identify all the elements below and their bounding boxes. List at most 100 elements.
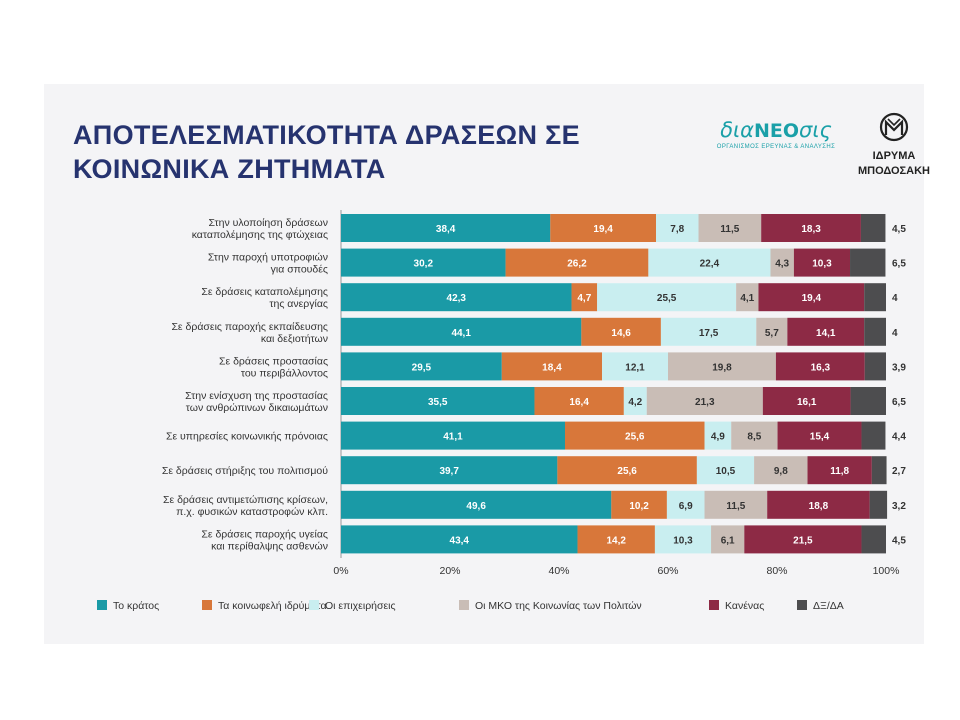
data-label: 11,8 <box>830 466 849 477</box>
bar-segment <box>698 214 762 242</box>
bar-segment <box>871 456 887 485</box>
data-label: 6,1 <box>721 535 735 546</box>
category-label-line: Σε δράσεις καταπολέμησης <box>201 286 328 298</box>
category-label-line: Σε δράσεις αντιμετώπισης κρίσεων, <box>163 494 328 506</box>
data-label: 2,7 <box>892 466 906 477</box>
bar-segment <box>534 387 624 415</box>
bar-segment <box>602 352 668 381</box>
data-label: 4 <box>892 293 898 304</box>
data-label: 4,4 <box>892 432 906 443</box>
bar-segment <box>793 248 851 277</box>
data-label: 6,9 <box>679 501 693 512</box>
bar-segment <box>341 248 506 277</box>
category-label-line: Σε δράσεις παροχής εκπαίδευσης <box>171 321 328 333</box>
data-label: 18,3 <box>801 224 821 235</box>
x-tick-label: 80% <box>766 565 787 577</box>
x-tick-label: 60% <box>657 565 678 577</box>
category-label: Σε δράσεις αντιμετώπισης κρίσεων, π.χ. φυ… <box>163 494 328 518</box>
data-label: 21,3 <box>695 397 715 408</box>
category-label: Σε δράσεις προστασίας του περιβάλλοντος <box>219 355 328 379</box>
data-label: 10,5 <box>716 466 736 477</box>
bar-segment <box>341 421 565 450</box>
bar-segment <box>736 283 759 312</box>
bar-segment <box>557 456 697 485</box>
bar-segment <box>623 387 647 415</box>
category-label: Σε δράσεις παροχής υγείας και περίθαλψης … <box>201 528 328 552</box>
category-label: Σε υπηρεσίες κοινωνικής πρόνοιας <box>166 431 328 443</box>
bar-segment <box>505 248 649 277</box>
bar-segment <box>646 387 763 415</box>
data-label: 10,3 <box>812 259 832 270</box>
title-line-1: ΑΠΟΤΕΛΕΣΜΑΤΙΚΟΤΗΤΑ ΔΡΑΣΕΩΝ ΣΕ <box>73 120 580 150</box>
bar-segment <box>341 387 535 415</box>
data-label: 14,2 <box>606 535 626 546</box>
bodossaki-foundation-logo: ΙΔΡΥΜΑ ΜΠΟΔΟΣΑΚΗ <box>852 112 936 177</box>
bar-segment <box>501 352 603 381</box>
data-label: 19,4 <box>593 224 613 235</box>
data-label: 19,4 <box>802 293 822 304</box>
data-label: 18,4 <box>542 362 562 373</box>
dianeosis-subtitle: ΟΡΓΑΝΙΣΜΟΣ ΕΡΕΥΝΑΣ & ΑΝΑΛΥΣΗΣ <box>716 144 836 150</box>
bar-segment <box>787 317 865 346</box>
data-label: 11,5 <box>726 501 745 512</box>
bar-segment <box>654 525 712 554</box>
data-label: 16,4 <box>569 397 589 408</box>
category-label: Σε δράσεις στήριξης του πολιτισμού <box>162 465 328 477</box>
legend-label: Κανένας <box>725 600 764 612</box>
legend-label: Οι επιχειρήσεις <box>325 600 396 612</box>
legend-swatch <box>97 600 107 610</box>
data-label: 5,7 <box>765 328 779 339</box>
bar-segment <box>704 421 732 450</box>
data-label: 14,6 <box>611 328 631 339</box>
foundation-emblem-icon <box>879 112 909 142</box>
data-label: 44,1 <box>451 328 471 339</box>
data-label: 41,1 <box>443 432 463 443</box>
bar-segment <box>850 387 886 415</box>
bar-segment <box>864 283 886 312</box>
data-label: 19,8 <box>712 362 732 373</box>
data-label: 4,9 <box>711 432 725 443</box>
bar-segment <box>807 456 872 485</box>
dianeosis-word-core: NEO <box>754 120 800 142</box>
bar-segment <box>656 214 699 242</box>
category-label-line: και δεξιοτήτων <box>261 333 328 345</box>
bar-segment <box>571 283 598 312</box>
bar-segment <box>341 283 572 312</box>
data-label: 38,4 <box>436 224 456 235</box>
bar-segment <box>850 248 886 277</box>
category-label: Στην υλοποίηση δράσεων καταπολέμησης της … <box>192 217 328 241</box>
bar-segment <box>597 283 737 312</box>
legend-swatch <box>459 600 469 610</box>
legend-label: Το κράτος <box>113 600 159 612</box>
category-label-line: π.χ. φυσικών καταστροφών κλπ. <box>176 506 328 518</box>
x-tick-label: 0% <box>333 565 348 577</box>
bar-segment <box>341 317 582 346</box>
foundation-name-line-2: ΜΠΟΔΟΣΑΚΗ <box>858 165 930 177</box>
bar-segment <box>668 352 776 381</box>
bar-segment <box>869 490 888 519</box>
x-tick-label: 40% <box>548 565 569 577</box>
bar-segment <box>770 248 794 277</box>
data-label: 16,1 <box>797 397 817 408</box>
chart-title: ΑΠΟΤΕΛΕΣΜΑΤΙΚΟΤΗΤΑ ΔΡΑΣΕΩΝ ΣΕ ΚΟΙΝΩΝΙΚΑ … <box>73 118 673 186</box>
data-label: 4,7 <box>577 293 591 304</box>
data-label: 43,4 <box>450 535 470 546</box>
category-label-line: του περιβάλλοντος <box>241 367 328 379</box>
dianeosis-word-prefix: δια <box>720 118 754 142</box>
data-label: 12,1 <box>625 362 645 373</box>
category-label-line: Σε υπηρεσίες κοινωνικής πρόνοιας <box>166 431 328 443</box>
data-label: 4,1 <box>740 293 754 304</box>
category-label-line: για σπουδές <box>271 264 328 276</box>
data-label: 14,1 <box>816 328 836 339</box>
data-label: 29,5 <box>412 362 432 373</box>
category-label-line: καταπολέμησης της φτώχειας <box>192 229 328 241</box>
data-label: 25,6 <box>617 466 637 477</box>
bar-segment <box>648 248 771 277</box>
bar-segment <box>550 214 657 242</box>
data-label: 4 <box>892 328 898 339</box>
bar-segment <box>581 317 661 346</box>
data-label: 7,8 <box>670 224 684 235</box>
category-label-line: Σε δράσεις παροχής υγείας <box>201 528 328 540</box>
bar-segment <box>775 352 865 381</box>
